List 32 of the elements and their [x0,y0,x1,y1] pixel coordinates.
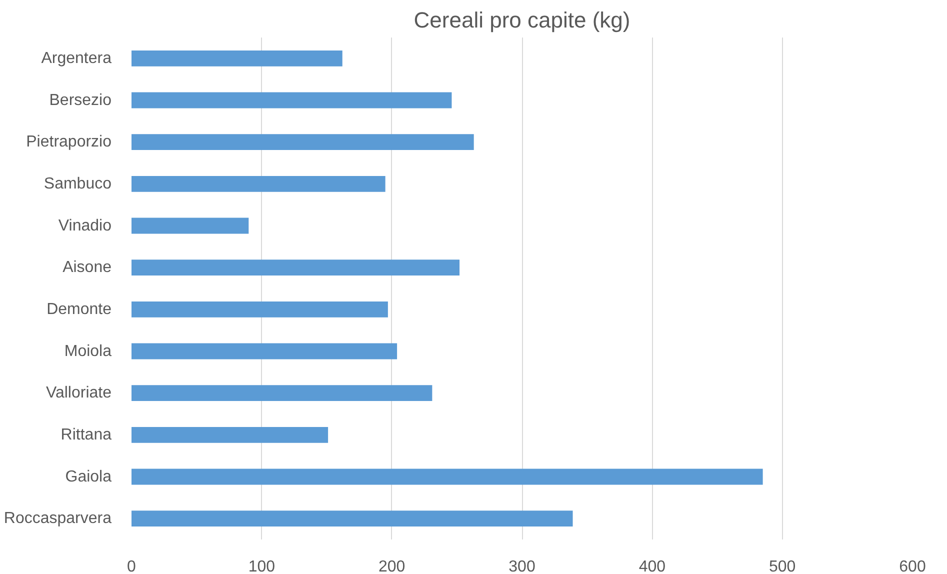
y-tick-label: Bersezio [49,92,112,109]
bar [132,510,573,527]
x-tick-label: 0 [127,558,136,574]
bar [132,218,249,234]
y-tick-label: Moiola [64,342,112,360]
y-tick-label: Sambuco [44,175,112,192]
bar [132,92,452,108]
y-tick-label: Aisone [62,259,112,276]
y-tick-label: Argentera [41,50,112,67]
bar [132,134,474,150]
chart-title: Cereali pro capite (kg) [414,8,630,32]
bar [132,260,460,276]
y-tick-label: Valloriate [46,384,112,402]
bar [132,468,763,485]
bar [132,301,388,318]
x-tick-label: 200 [378,558,406,574]
x-tick-label: 600 [899,558,926,574]
y-tick-label: Vinadio [58,217,112,234]
bar [132,343,398,360]
x-tick-label: 400 [638,558,666,574]
y-tick-label: Demonte [46,300,112,318]
bar [132,426,328,443]
y-tick-label: Roccasparvera [4,510,112,528]
bar [132,50,342,66]
y-tick-label: Pietraporzio [26,134,112,151]
x-tick-label: 100 [248,558,276,574]
bar [132,385,432,402]
y-tick-label: Gaiola [65,468,112,486]
bar [132,176,386,192]
x-tick-label: 500 [768,558,796,574]
x-tick-label: 300 [508,558,536,574]
y-tick-label: Rittana [60,426,112,444]
